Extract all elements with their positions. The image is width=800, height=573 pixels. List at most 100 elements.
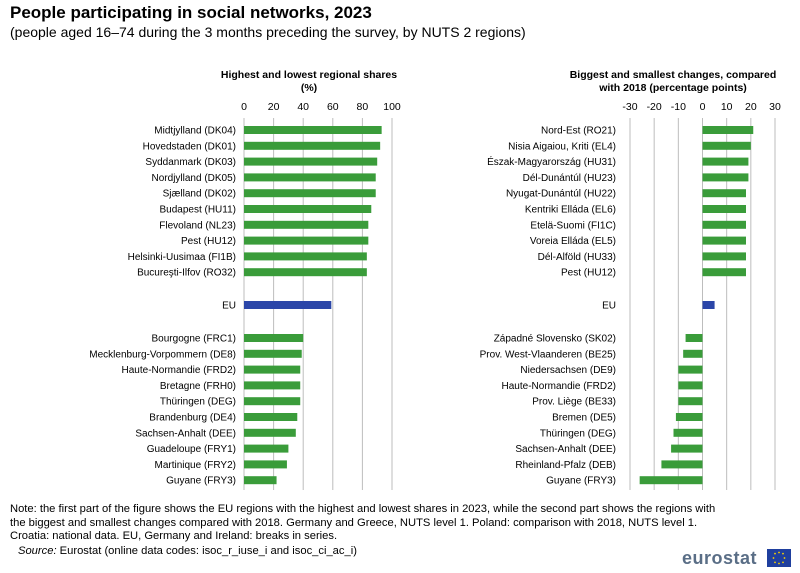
bar-top <box>244 236 369 245</box>
bar-bottom <box>683 349 703 358</box>
tick-label: -20 <box>647 101 662 113</box>
category-label: EU <box>222 301 236 312</box>
category-label: Nyugat-Dunántúl (HU22) <box>506 189 616 200</box>
tick-label: 100 <box>383 101 401 113</box>
bar-bottom <box>244 397 301 406</box>
tick-label: 80 <box>357 101 369 113</box>
category-label: Rheinland-Pfalz (DEB) <box>515 460 616 471</box>
bar-bottom <box>244 428 296 437</box>
category-label: Thüringen (DEG) <box>540 428 616 439</box>
bar-bottom <box>678 365 703 374</box>
bar-eu <box>702 301 715 309</box>
category-label: Budapest (HU11) <box>159 205 236 216</box>
bar-top <box>702 141 751 150</box>
source-label: Source: <box>18 545 57 557</box>
bar-bottom <box>244 444 289 453</box>
category-label: Guyane (FRY3) <box>546 476 616 487</box>
bar-bottom <box>678 381 703 390</box>
bar-bottom <box>675 413 703 421</box>
category-label: Dél-Alföld (HU33) <box>538 252 616 263</box>
tick-label: -10 <box>671 101 686 113</box>
bar-top <box>702 205 746 213</box>
bar-bottom <box>639 476 703 485</box>
category-label: Sachsen-Anhalt (DEE) <box>515 444 616 455</box>
tick-label: 40 <box>297 101 309 113</box>
bar-top <box>244 220 369 229</box>
tick-label: 10 <box>721 101 733 113</box>
category-label: Nordjylland (DK05) <box>152 173 236 184</box>
category-label: Prov. Liège (BE33) <box>532 397 616 408</box>
bar-top <box>702 236 746 245</box>
category-label: Guyane (FRY3) <box>166 476 236 487</box>
bar-bottom <box>673 428 703 437</box>
category-label: Dél-Dunántúl (HU23) <box>523 173 616 184</box>
category-label: Sjælland (DK02) <box>163 189 236 200</box>
bar-bottom <box>244 334 304 342</box>
bar-bottom <box>244 349 302 358</box>
eu-flag-icon <box>767 549 791 567</box>
category-label: Nisia Aigaiou, Kriti (EL4) <box>508 141 616 152</box>
chart-subtitle: (people aged 16–74 during the 3 months p… <box>10 24 526 40</box>
category-label: Mecklenburg-Vorpommern (DE8) <box>89 349 236 360</box>
category-label: Sachsen-Anhalt (DEE) <box>135 428 236 439</box>
bar-bottom <box>244 460 287 469</box>
tick-label: 20 <box>268 101 280 113</box>
tick-label: 30 <box>769 101 781 113</box>
category-label: Bucureşti-Ilfov (RO32) <box>137 268 236 279</box>
bar-top <box>702 189 746 198</box>
bar-bottom <box>244 381 301 390</box>
bar-bottom <box>685 334 703 342</box>
panel-subtitle: with 2018 (percentage points) <box>598 82 747 94</box>
chart-source: Source: Eurostat (online data codes: iso… <box>18 545 357 557</box>
panel-title: Highest and lowest regional shares <box>221 69 397 81</box>
bar-bottom <box>661 460 703 469</box>
category-label: Haute-Normandie (FRD2) <box>502 381 616 392</box>
category-label: Hovedstaden (DK01) <box>143 141 236 152</box>
bar-top <box>244 173 376 182</box>
bar-bottom <box>678 397 703 406</box>
category-label: Západné Slovensko (SK02) <box>494 334 616 345</box>
bar-top <box>244 141 381 150</box>
category-label: Bremen (DE5) <box>552 413 616 424</box>
category-label: Prov. West-Vlaanderen (BE25) <box>480 349 616 360</box>
tick-label: 0 <box>700 101 706 113</box>
category-label: Észak-Magyarország (HU31) <box>487 155 616 168</box>
category-label: Nord-Est (RO21) <box>541 126 616 137</box>
bar-eu <box>244 301 332 309</box>
logo-text: eurostat <box>682 548 758 568</box>
chart-title: People participating in social networks,… <box>10 3 372 22</box>
bar-top <box>702 252 746 261</box>
category-label: Syddanmark (DK03) <box>145 157 236 168</box>
tick-label: 0 <box>241 101 247 113</box>
category-label: Haute-Normandie (FRD2) <box>122 365 236 376</box>
bar-top <box>702 173 749 182</box>
category-label: EU <box>602 301 616 312</box>
bar-top <box>702 126 754 134</box>
bar-top <box>702 157 749 166</box>
panel-subtitle: (%) <box>301 82 317 94</box>
bar-bottom <box>244 476 277 485</box>
bar-top <box>244 189 376 198</box>
tick-label: 60 <box>327 101 339 113</box>
category-label: Bretagne (FRH0) <box>160 381 236 392</box>
panel-title: Biggest and smallest changes, compared <box>570 69 777 81</box>
bar-top <box>244 268 367 277</box>
category-label: Helsinki-Uusimaa (FI1B) <box>128 252 236 263</box>
bar-top <box>244 157 378 166</box>
bar-top <box>244 205 372 213</box>
bar-top <box>702 220 746 229</box>
category-label: Pest (HU12) <box>181 236 236 247</box>
category-label: Bourgogne (FRC1) <box>152 334 236 345</box>
category-label: Midtjylland (DK04) <box>154 126 236 137</box>
source-text: Eurostat (online data codes: isoc_r_iuse… <box>56 545 357 557</box>
bar-top <box>702 268 746 277</box>
category-label: Flevoland (NL23) <box>159 220 236 231</box>
category-label: Martinique (FRY2) <box>154 460 236 471</box>
category-label: Guadeloupe (FRY1) <box>147 444 236 455</box>
bar-top <box>244 126 382 134</box>
bar-top <box>244 252 367 261</box>
bar-bottom <box>244 365 301 374</box>
category-label: Brandenburg (DE4) <box>149 413 236 424</box>
category-label: Voreia Elláda (EL5) <box>530 236 616 247</box>
category-label: Kentriki Elláda (EL6) <box>525 205 616 216</box>
